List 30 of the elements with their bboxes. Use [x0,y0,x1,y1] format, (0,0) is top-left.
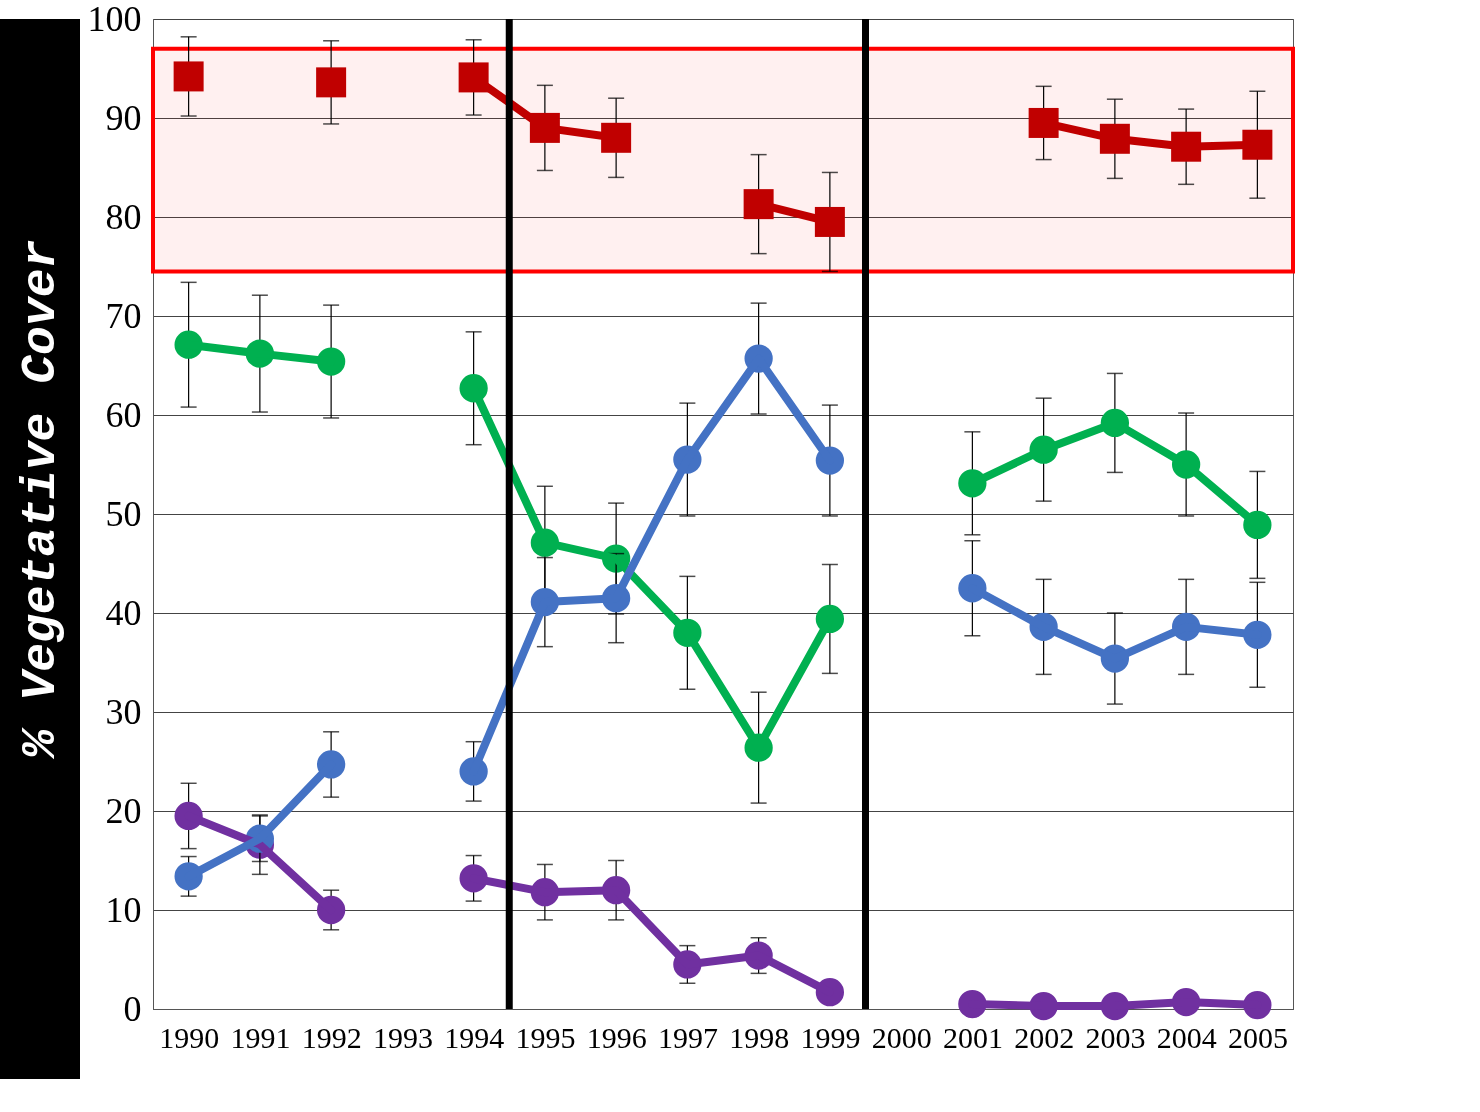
x-tick-label: 1995 [515,1020,576,1054]
y-tick-label: 100 [87,0,142,39]
x-tick-label: 1996 [586,1020,647,1054]
y-tick-label: 50 [105,493,142,534]
x-tick-label: 1991 [230,1020,291,1054]
y-tick-label: 80 [105,196,142,237]
point [316,67,347,98]
y-tick-label: 40 [105,592,142,633]
y-tick-label: 0 [123,988,142,1029]
y-tick-label: 90 [105,97,142,138]
x-tick-label: 1994 [444,1020,505,1054]
y-tick-label: 10 [105,889,142,930]
x-tick-label: 2000 [871,1020,932,1054]
x-tick-label: 2003 [1085,1020,1146,1054]
x-tick-label: 1999 [800,1020,861,1054]
x-tick-label: 1997 [657,1020,718,1054]
x-tick-label: 2002 [1014,1020,1075,1054]
x-tick-label: 2004 [1156,1020,1217,1054]
x-tick-label: 1990 [159,1020,220,1054]
x-tick-label: 1992 [301,1020,362,1054]
x-tick-label: 2005 [1227,1020,1288,1054]
x-tick-label: 2001 [942,1020,1003,1054]
y-tick-label: 70 [105,295,142,336]
y-tick-label: 60 [105,394,142,435]
y-axis-title: % Vegetative Cover [14,239,68,761]
x-tick-label: 1993 [372,1020,433,1054]
x-tick-label: 1998 [729,1020,790,1054]
y-tick-label: 20 [105,790,142,831]
y-tick-label: 30 [105,691,142,732]
point [173,61,204,92]
